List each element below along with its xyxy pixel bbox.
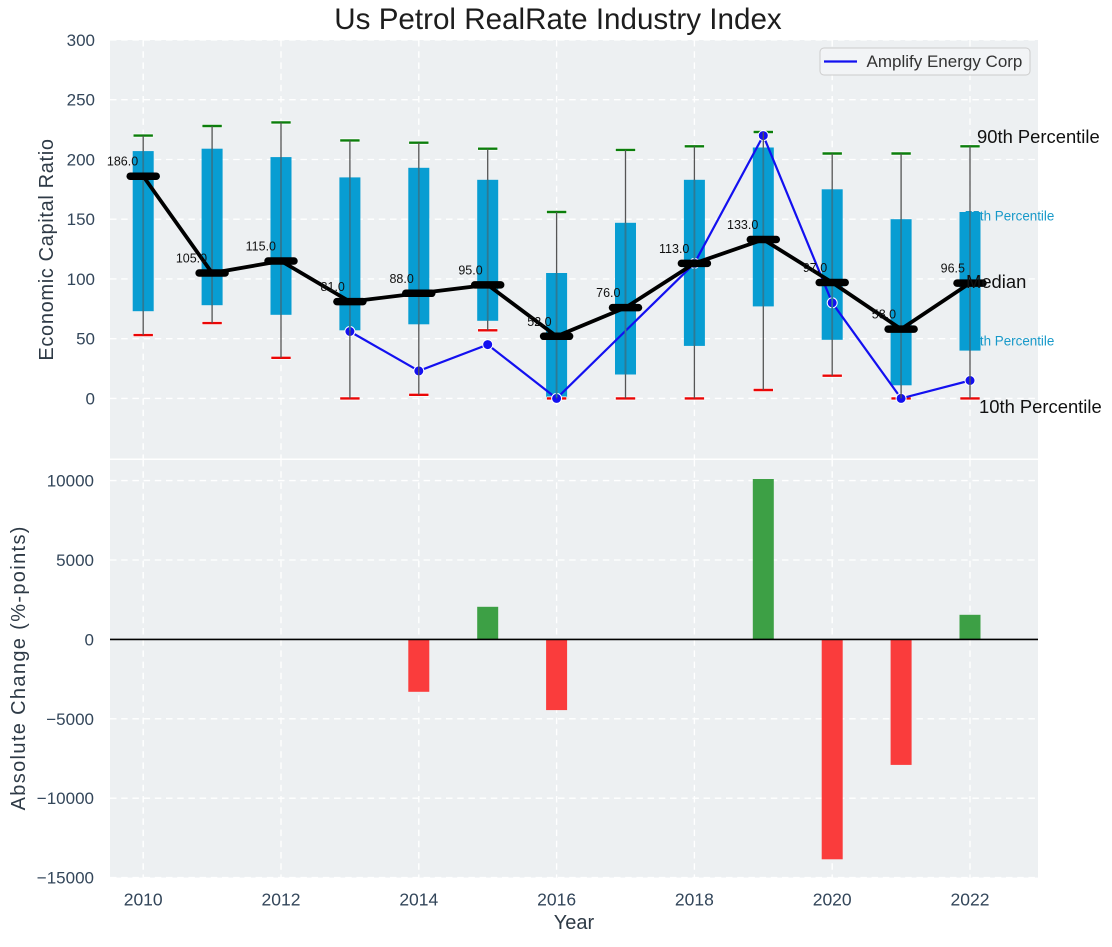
svg-text:81.0: 81.0 bbox=[321, 280, 345, 294]
svg-text:95.0: 95.0 bbox=[458, 263, 482, 277]
svg-text:2016: 2016 bbox=[537, 890, 576, 910]
svg-text:97.0: 97.0 bbox=[803, 261, 827, 275]
svg-text:−5000: −5000 bbox=[46, 710, 94, 729]
svg-text:0: 0 bbox=[85, 630, 94, 649]
svg-text:Amplify Energy Corp: Amplify Energy Corp bbox=[867, 52, 1023, 71]
svg-text:88.0: 88.0 bbox=[389, 272, 413, 286]
svg-text:2010: 2010 bbox=[124, 890, 163, 910]
svg-text:Year: Year bbox=[554, 912, 595, 934]
svg-text:113.0: 113.0 bbox=[659, 242, 689, 256]
svg-text:50: 50 bbox=[76, 330, 95, 349]
svg-text:Absolute Change (%-points): Absolute Change (%-points) bbox=[8, 525, 30, 810]
svg-text:100: 100 bbox=[67, 270, 95, 289]
svg-text:10000: 10000 bbox=[47, 472, 94, 491]
svg-text:10th Percentile: 10th Percentile bbox=[979, 396, 1102, 417]
svg-text:90th Percentile: 90th Percentile bbox=[977, 126, 1100, 147]
svg-text:Median: Median bbox=[966, 271, 1026, 292]
svg-text:300: 300 bbox=[67, 31, 95, 50]
svg-text:250: 250 bbox=[67, 91, 95, 110]
svg-text:200: 200 bbox=[67, 151, 95, 170]
svg-text:58.0: 58.0 bbox=[872, 308, 896, 322]
svg-text:150: 150 bbox=[67, 210, 95, 229]
svg-text:−15000: −15000 bbox=[37, 869, 94, 888]
svg-text:2022: 2022 bbox=[951, 890, 990, 910]
svg-text:5000: 5000 bbox=[56, 551, 94, 570]
svg-text:96.5: 96.5 bbox=[941, 262, 965, 276]
svg-text:2012: 2012 bbox=[262, 890, 301, 910]
svg-text:133.0: 133.0 bbox=[727, 218, 758, 232]
svg-text:Us Petrol RealRate Industry In: Us Petrol RealRate Industry Index bbox=[334, 3, 782, 36]
svg-text:2018: 2018 bbox=[675, 890, 714, 910]
svg-text:186.0: 186.0 bbox=[107, 155, 138, 169]
svg-text:52.0: 52.0 bbox=[527, 315, 551, 329]
svg-text:2020: 2020 bbox=[813, 890, 852, 910]
svg-text:2014: 2014 bbox=[399, 890, 438, 910]
svg-text:105.0: 105.0 bbox=[176, 252, 207, 266]
svg-text:Economic Capital Ratio: Economic Capital Ratio bbox=[36, 138, 58, 360]
svg-text:0: 0 bbox=[86, 389, 95, 408]
svg-text:−10000: −10000 bbox=[37, 789, 94, 808]
svg-text:115.0: 115.0 bbox=[246, 240, 276, 254]
svg-text:25th Percentile: 25th Percentile bbox=[965, 334, 1054, 349]
svg-text:75th Percentile: 75th Percentile bbox=[965, 209, 1054, 224]
svg-text:76.0: 76.0 bbox=[596, 286, 620, 300]
